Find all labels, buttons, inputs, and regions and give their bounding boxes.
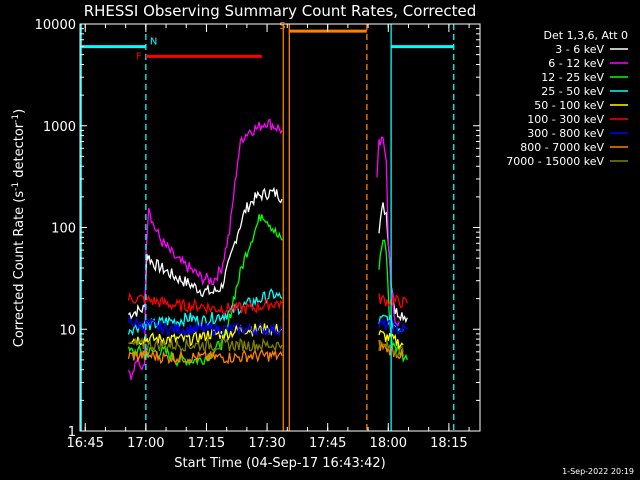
legend-label: 3 - 6 keV: [555, 43, 604, 56]
legend-label: 300 - 800 keV: [527, 127, 604, 140]
y-tick-label: 10: [59, 323, 76, 338]
legend-label: 800 - 7000 keV: [520, 141, 604, 154]
x-tick-label: 17:45: [309, 436, 346, 451]
flag-label: S: [279, 21, 285, 32]
series-line-6: [127, 315, 283, 338]
chart-title: RHESSI Observing Summary Count Rates, Co…: [84, 2, 477, 20]
x-tick-label: 16:45: [67, 436, 104, 451]
x-axis: 16:45 17:00 17:15 17:30 17:45 18:00 18:15: [67, 24, 470, 451]
series-line-0: [128, 186, 283, 320]
y-tick-label: 1: [68, 425, 76, 440]
legend-label: 100 - 300 keV: [527, 113, 604, 126]
series-line-6: [378, 319, 408, 335]
y-tick-label: 1000: [43, 120, 76, 135]
legend-title: Det 1,3,6, Att 0: [544, 29, 628, 42]
series-line-4: [128, 322, 283, 347]
legend-label: 7000 - 15000 keV: [506, 155, 604, 168]
series-line-5: [378, 293, 408, 308]
y-axis-label: Corrected Count Rate (s-1 detector-1): [11, 109, 27, 347]
legend-label: 25 - 50 keV: [541, 85, 604, 98]
x-tick-label: 18:00: [370, 436, 407, 451]
legend-label: 50 - 100 keV: [534, 99, 604, 112]
legend-label: 6 - 12 keV: [548, 57, 604, 70]
flag-label: F: [136, 51, 142, 62]
x-tick-label: 17:00: [127, 436, 164, 451]
legend-label: 12 - 25 keV: [541, 71, 604, 84]
series-line-1: [127, 118, 283, 380]
series-line-3: [127, 288, 283, 337]
y-tick-label: 100: [51, 222, 76, 237]
series-line-7: [127, 348, 283, 366]
series-line-5: [127, 291, 283, 316]
x-tick-label: 18:15: [430, 436, 467, 451]
x-tick-label: 17:15: [188, 436, 225, 451]
x-axis-label: Start Time (04-Sep-17 16:43:42): [174, 456, 385, 471]
series-line-8: [128, 336, 283, 353]
x-tick-label: 17:30: [248, 436, 285, 451]
y-axis: 1 10 100 1000 10000: [35, 18, 480, 440]
series-line-2: [378, 239, 408, 363]
flag-label: N: [150, 37, 157, 48]
series-line-1: [376, 136, 400, 327]
footer-date: 1-Sep-2022 20:19: [562, 467, 634, 476]
y-tick-label: 10000: [35, 18, 76, 33]
